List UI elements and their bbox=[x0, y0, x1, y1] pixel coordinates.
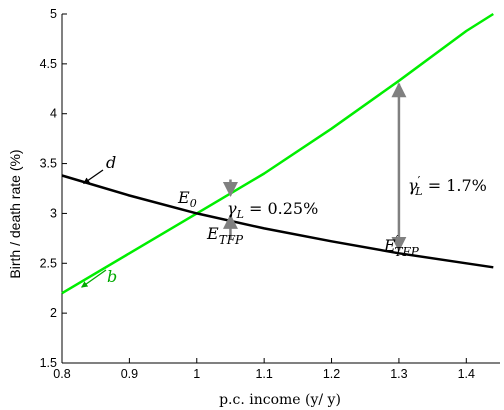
label-d: d bbox=[106, 153, 116, 172]
annotation-arrows bbox=[81, 82, 407, 288]
x-tick-label: 0.8 bbox=[53, 367, 70, 381]
y-ticks: 1.5 2 2.5 3 3.5 4 4.5 5 bbox=[40, 7, 67, 370]
x-ticks: 0.8 0.9 1 1.1 1.2 1.3 1.4 bbox=[53, 358, 475, 381]
x-tick-label: 1 bbox=[193, 367, 200, 381]
y-tick-label: 3 bbox=[50, 206, 57, 220]
y-tick-label: 1.5 bbox=[40, 356, 57, 370]
x-tick-label: 1.3 bbox=[390, 367, 407, 381]
label-E0: E0 bbox=[177, 188, 197, 210]
y-tick-label: 4 bbox=[50, 107, 57, 121]
y-axis-label: Birth / death rate (%) bbox=[7, 149, 23, 278]
y-tick-label: 4.5 bbox=[40, 57, 57, 71]
x-tick-label: 1.1 bbox=[255, 367, 272, 381]
y-tick-label: 2 bbox=[50, 306, 57, 320]
label-gamma-L: γL = 0.25% bbox=[227, 199, 318, 221]
y-tick-label: 2.5 bbox=[40, 256, 57, 270]
x-tick-label: 1.4 bbox=[458, 367, 475, 381]
series-group bbox=[61, 12, 494, 295]
x-tick-label: 0.9 bbox=[121, 367, 138, 381]
series-line-d bbox=[61, 174, 494, 269]
label-b: b bbox=[107, 267, 117, 286]
x-axis-label: p.c. income (y/ y) bbox=[219, 392, 341, 408]
label-E-TFP: ETFP bbox=[206, 224, 244, 247]
y-tick-label: 3.5 bbox=[40, 157, 57, 171]
series-line-b bbox=[61, 12, 494, 295]
label-gamma-L-prime: γ′ L = 1.7% bbox=[408, 174, 487, 198]
label-E-TFP-prime: E′ TFP bbox=[383, 233, 420, 259]
x-tick-label: 1.2 bbox=[323, 367, 340, 381]
y-tick-label: 5 bbox=[50, 7, 57, 21]
arrow-b bbox=[81, 269, 107, 288]
arrow-d bbox=[83, 169, 104, 185]
